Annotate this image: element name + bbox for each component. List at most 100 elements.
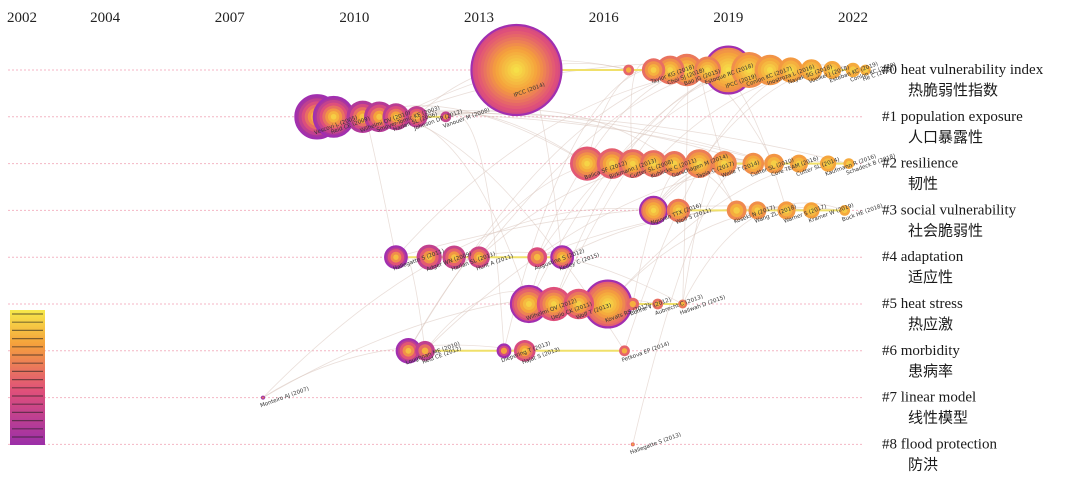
citation-node xyxy=(513,340,536,362)
node-ring xyxy=(667,67,674,73)
citation-link xyxy=(561,206,845,258)
node-ring xyxy=(770,160,778,167)
citation-node xyxy=(860,64,871,76)
citation-node xyxy=(742,152,765,175)
node-ring xyxy=(608,160,616,167)
year-axis: 2002 2004 2007 2010 2013 2016 2019 2022 xyxy=(7,10,868,26)
node-ring xyxy=(787,66,794,74)
citation-node xyxy=(789,154,808,173)
citation-link xyxy=(416,111,588,164)
citation-node xyxy=(726,200,747,221)
citation-node xyxy=(819,155,837,172)
citation-node xyxy=(384,245,408,270)
citation-link xyxy=(553,69,770,305)
cluster-label-7: #7 linear model xyxy=(882,390,976,406)
citation-node xyxy=(415,340,435,361)
node-ring xyxy=(683,66,691,74)
node-ring xyxy=(631,443,634,446)
node-burst-ring xyxy=(496,343,512,359)
cluster-label-6: #6 morbidity xyxy=(882,343,960,359)
node-ring xyxy=(650,207,657,214)
year-label-2013: 2013 xyxy=(464,10,494,26)
node-ring xyxy=(746,67,753,73)
citation-link xyxy=(445,109,675,164)
node-ring xyxy=(513,67,520,73)
node-ring xyxy=(862,67,869,73)
citation-node xyxy=(711,151,737,177)
year-label-2002: 2002 xyxy=(7,10,37,26)
node-ring xyxy=(671,160,678,167)
cluster-label-5: #5 heat stress xyxy=(882,296,963,312)
citation-link xyxy=(632,162,754,445)
cluster-label-zh-7: 线性模型 xyxy=(908,409,968,427)
node-ring xyxy=(426,254,433,261)
node-ring xyxy=(846,160,852,167)
year-label-2007: 2007 xyxy=(215,10,246,26)
cluster-label-3: #3 social vulnerability xyxy=(882,202,1017,218)
citation-link xyxy=(607,162,849,305)
node-ring xyxy=(559,254,565,260)
cluster-label-zh-5: 热应激 xyxy=(908,315,953,333)
citation-node xyxy=(470,23,563,117)
citation-node xyxy=(778,57,804,83)
node-ring xyxy=(443,114,449,120)
node-ring xyxy=(533,253,541,261)
cluster-label-zh-8: 防洪 xyxy=(908,455,938,473)
citation-node xyxy=(684,149,714,179)
year-label-2010: 2010 xyxy=(339,10,369,26)
node-ring xyxy=(754,207,761,214)
citation-node xyxy=(395,337,422,364)
node-ring xyxy=(393,114,399,120)
citation-node xyxy=(839,205,851,216)
node-ring xyxy=(575,300,582,308)
node-ring xyxy=(725,67,732,73)
citation-link xyxy=(607,208,812,305)
cluster-label-zh-0: 热脆弱性指数 xyxy=(908,81,998,99)
cluster-label-zh-1: 人口暴露性 xyxy=(908,128,983,146)
citation-node xyxy=(638,195,669,225)
cluster-labels: #0 heat vulnerability index 热脆弱性指数 #1 popu… xyxy=(882,62,1044,473)
cluster-label-zh-4: 适应性 xyxy=(908,268,953,286)
citation-node xyxy=(803,202,820,219)
node-ring xyxy=(795,160,802,167)
node-ring xyxy=(841,207,848,214)
node-ring xyxy=(476,254,482,260)
node-ring xyxy=(376,113,383,120)
citation-node xyxy=(845,62,861,78)
node-ring xyxy=(650,67,657,73)
node-ring xyxy=(550,301,557,307)
citation-node xyxy=(619,345,630,357)
node-label: Monteiro AJ (2007) xyxy=(260,386,310,409)
citation-link xyxy=(632,160,700,305)
node-labels: IPCC (2014)Taylor KG (2018)Choi SJ (2018… xyxy=(260,61,897,456)
citation-node xyxy=(800,59,823,81)
node-ring xyxy=(655,301,661,307)
year-label-2004: 2004 xyxy=(90,10,121,26)
citation-node xyxy=(550,245,575,270)
citation-node xyxy=(748,201,767,220)
citation-node xyxy=(764,153,784,174)
node-ring xyxy=(783,207,790,214)
year-label-2022: 2022 xyxy=(838,10,868,26)
citation-node xyxy=(382,103,410,131)
node-ring xyxy=(696,160,703,167)
citation-node xyxy=(440,111,452,123)
node-ring xyxy=(750,160,756,167)
node-ring xyxy=(704,67,711,73)
citation-node xyxy=(694,56,722,84)
cluster-label-0: #0 heat vulnerability index xyxy=(882,62,1044,78)
node-ring xyxy=(525,301,532,307)
cluster-label-4: #4 adaptation xyxy=(882,249,964,265)
citation-node xyxy=(596,148,628,179)
node-ring xyxy=(522,348,528,354)
node-ring xyxy=(629,160,636,167)
node-burst-ring xyxy=(470,23,563,117)
node-ring xyxy=(604,301,611,307)
citation-node xyxy=(312,95,355,138)
year-label-2019: 2019 xyxy=(713,10,743,26)
node-ring xyxy=(261,396,264,399)
cluster-label-8: #8 flood protection xyxy=(882,436,997,452)
node-ring xyxy=(849,66,857,74)
cluster-label-zh-2: 韧性 xyxy=(908,175,938,193)
